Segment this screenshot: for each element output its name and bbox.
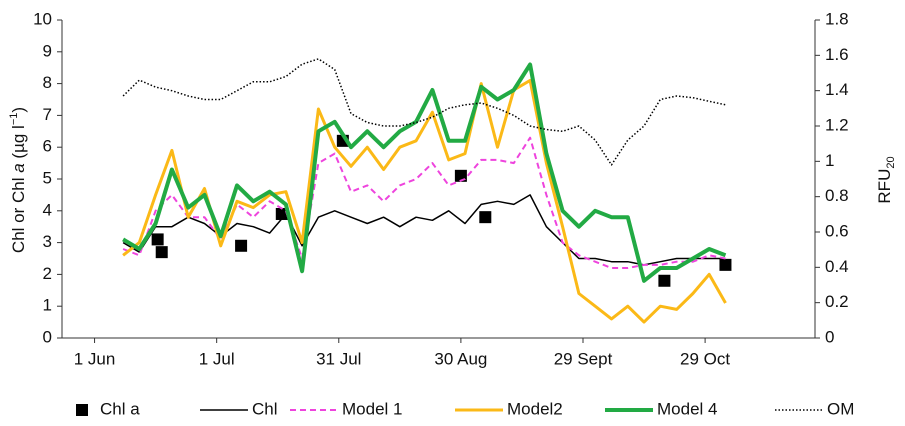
y-tick-label: 2 bbox=[43, 264, 52, 283]
y2-tick-label: 1 bbox=[825, 151, 834, 170]
legend-label: Chl a bbox=[100, 399, 140, 418]
y2-tick-label: 0.8 bbox=[825, 186, 849, 205]
marker bbox=[658, 274, 671, 287]
y2-tick-label: 0.2 bbox=[825, 292, 849, 311]
y-tick-label: 8 bbox=[43, 73, 52, 92]
legend-label: Model 1 bbox=[342, 399, 402, 418]
x-tick-label: 31 Jul bbox=[316, 349, 361, 368]
y-tick-label: 3 bbox=[43, 232, 52, 251]
marker bbox=[151, 233, 164, 246]
y-label-part: (µg l bbox=[9, 125, 28, 163]
legend-label: Model2 bbox=[507, 399, 563, 418]
series-line bbox=[122, 194, 726, 266]
legend-label: OM bbox=[827, 399, 854, 418]
y-tick-label: 5 bbox=[43, 168, 52, 187]
y-tick-label: 9 bbox=[43, 41, 52, 60]
y-tick-label: 4 bbox=[43, 200, 52, 219]
y2-tick-label: 1.8 bbox=[825, 9, 849, 28]
y-axis-label: Chl or Chl a (µg l−1) bbox=[8, 107, 29, 253]
y-tick-label: 1 bbox=[43, 296, 52, 315]
series-line bbox=[122, 78, 727, 324]
y2-tick-label: 1.4 bbox=[825, 80, 849, 99]
y-tick-label: 6 bbox=[43, 137, 52, 156]
y2-tick-label: 1.2 bbox=[825, 115, 849, 134]
y2-tick-label: 0.4 bbox=[825, 257, 849, 276]
x-tick-label: 1 Jun bbox=[74, 349, 116, 368]
y2-label-part: 20 bbox=[885, 156, 897, 168]
y-label-part: −1 bbox=[8, 113, 20, 126]
y-label-part: ) bbox=[9, 107, 28, 113]
legend-label: Chl bbox=[252, 399, 278, 418]
y-label-part: a bbox=[9, 163, 28, 172]
legend-marker bbox=[76, 404, 88, 416]
marker bbox=[479, 211, 492, 224]
y2-tick-label: 0 bbox=[825, 327, 834, 346]
marker bbox=[155, 246, 168, 259]
y2-label-part: RFU bbox=[875, 169, 894, 204]
y-tick-label: 10 bbox=[33, 9, 52, 28]
y2-tick-label: 0.6 bbox=[825, 221, 849, 240]
marker bbox=[719, 258, 732, 271]
y2-tick-label: 1.6 bbox=[825, 45, 849, 64]
series-line bbox=[122, 62, 727, 283]
marker bbox=[275, 207, 288, 220]
x-tick-label: 29 Sept bbox=[554, 349, 613, 368]
y-label-part: Chl or Chl bbox=[9, 173, 28, 253]
y-tick-label: 0 bbox=[43, 327, 52, 346]
x-tick-label: 1 Jul bbox=[199, 349, 235, 368]
y-tick-label: 7 bbox=[43, 105, 52, 124]
marker bbox=[235, 239, 248, 252]
x-tick-label: 30 Aug bbox=[434, 349, 487, 368]
series-line bbox=[122, 58, 726, 166]
legend-label: Model 4 bbox=[657, 399, 717, 418]
y2-axis-label: RFU20 bbox=[875, 156, 896, 203]
x-tick-label: 29 Oct bbox=[680, 349, 730, 368]
